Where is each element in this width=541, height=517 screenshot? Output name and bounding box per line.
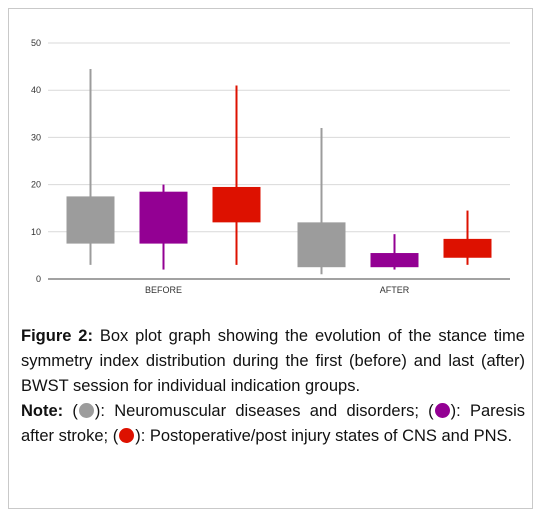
box-body (297, 222, 346, 268)
red-dot-icon (119, 428, 135, 443)
grid-lines (48, 42, 510, 280)
note-label: Note: (21, 402, 64, 420)
box-after-group-3 (443, 210, 492, 265)
purple-dot-icon (434, 403, 450, 418)
y-tick-label: 30 (31, 132, 41, 142)
gray-dot-icon (78, 403, 94, 418)
box-plots (66, 68, 492, 275)
box-plot-chart: 0 10 20 30 40 50 BEFORE AFTER (31, 38, 510, 295)
box-after-group-2 (370, 234, 419, 270)
box-body (370, 253, 419, 268)
box-body (443, 238, 492, 258)
box-before-group-1 (66, 68, 115, 265)
figure-frame (8, 8, 533, 509)
y-axis-ticks: 0 10 20 30 40 50 (31, 38, 41, 284)
note-item-1: ): Neuromuscular diseases and disorders;… (94, 402, 434, 420)
x-category-label: AFTER (380, 285, 410, 295)
box-body (212, 186, 261, 223)
box-body (139, 191, 188, 244)
y-tick-label: 10 (31, 227, 41, 237)
note-item-2: ): Paresis after stroke; ( (21, 402, 525, 445)
figure-text: Box plot graph showing the evolution of … (21, 327, 525, 395)
box-before-group-3 (212, 85, 261, 265)
note-paragraph: Note: ( ): Neuromuscular diseases and dis… (21, 399, 525, 449)
box-before-group-2 (139, 184, 188, 270)
note-paren: ( (63, 402, 78, 420)
y-tick-label: 0 (36, 274, 41, 284)
x-category-label: BEFORE (145, 285, 182, 295)
x-axis-categories: BEFORE AFTER (145, 285, 410, 295)
caption-paragraph: Figure 2: Box plot graph showing the evo… (21, 324, 525, 399)
y-tick-label: 50 (31, 38, 41, 48)
y-tick-label: 40 (31, 85, 41, 95)
figure-caption: Figure 2: Box plot graph showing the evo… (21, 324, 525, 449)
figure-label: Figure 2: (21, 327, 93, 345)
note-item-3: ): Postoperative/post injury states of C… (135, 427, 513, 445)
box-body (66, 196, 115, 244)
y-tick-label: 20 (31, 180, 41, 190)
box-after-group-1 (297, 127, 346, 275)
